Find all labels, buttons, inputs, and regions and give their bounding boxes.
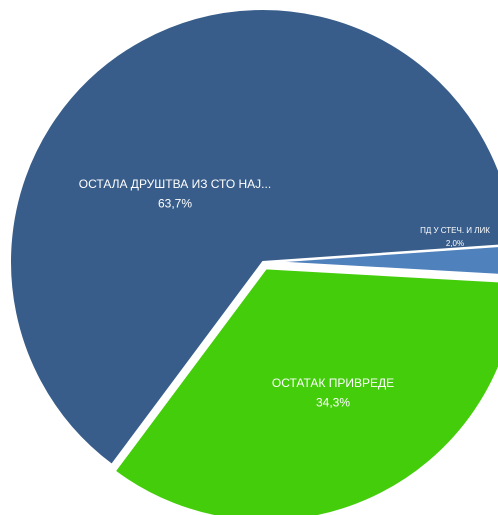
value-label: 34,3% [316,395,350,409]
value-label: 2,0% [446,239,464,248]
slice-label: ПД У СТЕЧ. И ЛИК [420,226,490,235]
pie-slice [9,8,498,467]
slice-label: ОСТАЛА ДРУШТВА ИЗ СТО НАЈ... [79,177,271,191]
slice-label: ОСТАТАК ПРИВРЕДЕ [272,376,394,390]
pie-slice [113,267,498,515]
value-label: 63,7% [158,196,192,210]
pie-slice [270,245,498,276]
